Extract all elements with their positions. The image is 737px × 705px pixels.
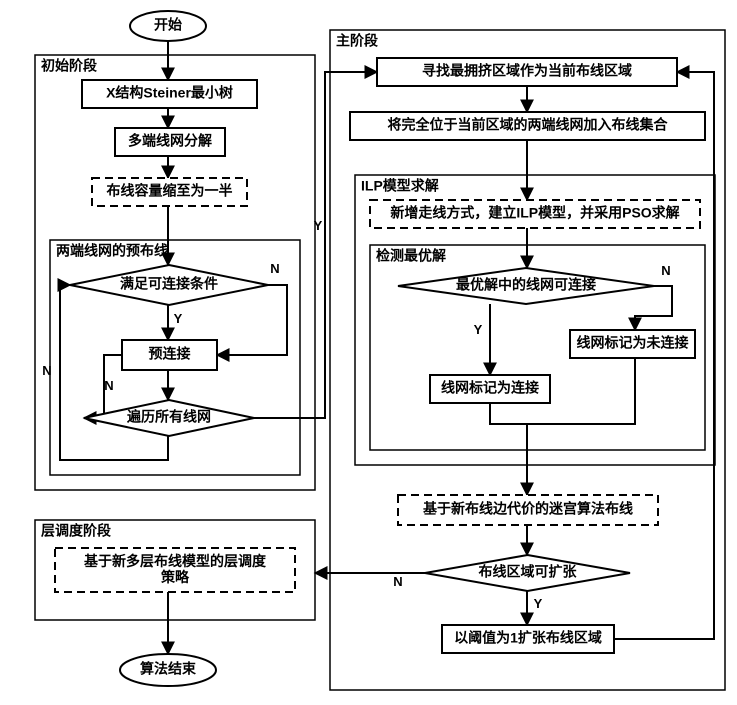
node-label-markUn: 线网标记为未连接 <box>577 335 689 351</box>
panel-title-sched: 层调度阶段 <box>41 522 111 538</box>
terminal-label-start: 开始 <box>154 17 182 33</box>
node-label-addSet: 将完全位于当前区域的两端线网加入布线集合 <box>388 117 669 133</box>
node-label-decomp: 多端线网分解 <box>128 133 212 149</box>
node-label-shrink: 布线容量缩至为一半 <box>107 183 233 199</box>
node-label-optConn: 最优解中的线网可连接 <box>456 277 596 293</box>
node-label-steiner: X结构Steiner最小树 <box>106 85 233 101</box>
node-label-findCong: 寻找最拥挤区域作为当前布线区域 <box>422 63 632 79</box>
flowchart-canvas: 初始阶段两端线网的预布线层调度阶段 主阶段 ILP模型求解检测最优解 Y N N N Y Y N… <box>0 0 737 705</box>
edge-label-preConn-left-N: N <box>104 378 113 393</box>
panel-title-check: 检测最优解 <box>376 247 446 263</box>
edge-label-iterAll-Y-out: Y <box>314 218 323 233</box>
node-label-expand: 布线区域可扩张 <box>479 564 578 580</box>
node-label-iterAll: 遍历所有线网 <box>126 409 211 425</box>
edge-label-condConn: Y <box>174 311 183 326</box>
terminal-label-end: 算法结束 <box>140 661 197 677</box>
panel-title-main: 主阶段 <box>336 32 378 48</box>
edge-label-optConn-N: N <box>661 263 670 278</box>
node-label-condConn: 满足可连接条件 <box>120 276 218 292</box>
node-label-markConn: 线网标记为连接 <box>441 380 539 396</box>
edge-label-optConn-Y: Y <box>474 322 483 337</box>
edge-label-iterAll-N-loop: N <box>42 363 51 378</box>
panel-title-init: 初始阶段 <box>41 57 97 73</box>
node-label-newRoute: 新增走线方式，建立ILP模型，并采用PSO求解 <box>390 205 679 221</box>
node-label-expand1: 以阈值为1扩张布线区域 <box>454 630 602 646</box>
edge-label-condConn-N-right: N <box>270 261 279 276</box>
node-label-preConn: 预连接 <box>149 346 191 362</box>
panel-title-preRoute: 两端线网的预布线 <box>56 242 168 258</box>
node-label-maze: 基于新布线边代价的迷宫算法布线 <box>423 501 633 517</box>
edge-label-expand-N: N <box>393 574 402 589</box>
panel-title-ilp: ILP模型求解 <box>361 177 439 193</box>
edge-label-expand-Y: Y <box>534 596 543 611</box>
